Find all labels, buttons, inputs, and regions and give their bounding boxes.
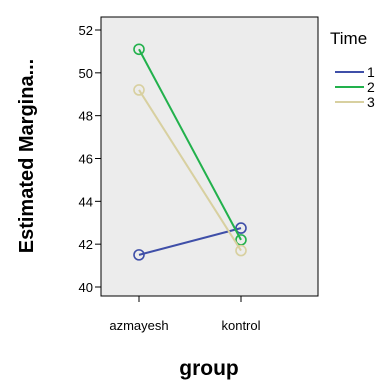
- y-tick-label: 50: [79, 66, 93, 81]
- series-point-2: [133, 43, 145, 56]
- series-line-1: [138, 227, 242, 256]
- y-tick-label: 52: [79, 23, 93, 38]
- legend-label-1: 1: [367, 64, 375, 80]
- y-tick-label: 48: [79, 109, 93, 124]
- x-tick-label: azmayesh: [109, 318, 168, 333]
- series-line-2: [138, 48, 242, 241]
- y-tick-label: 40: [79, 280, 93, 295]
- x-axis-label: group: [179, 357, 238, 380]
- legend-label-3: 3: [367, 94, 375, 110]
- series-group: [133, 43, 247, 261]
- series-point-3: [235, 244, 247, 257]
- legend-title: Time: [330, 29, 367, 48]
- y-tick-label: 46: [79, 152, 93, 167]
- series-point-1: [133, 249, 145, 261]
- series-line-3: [138, 89, 242, 252]
- y-tick-label: 42: [79, 237, 93, 252]
- legend-label-2: 2: [367, 79, 375, 95]
- legend: Time 123: [330, 29, 375, 110]
- series-point-3: [133, 84, 145, 96]
- y-axis: 40 42 44 46 48 50 52: [79, 23, 101, 295]
- x-tick-label: kontrol: [221, 318, 260, 333]
- x-axis: azmayesh kontrol: [109, 296, 261, 333]
- y-tick-label: 44: [79, 194, 93, 209]
- y-axis-label: Estimated Margina...: [16, 59, 38, 254]
- series-point-1: [235, 222, 247, 234]
